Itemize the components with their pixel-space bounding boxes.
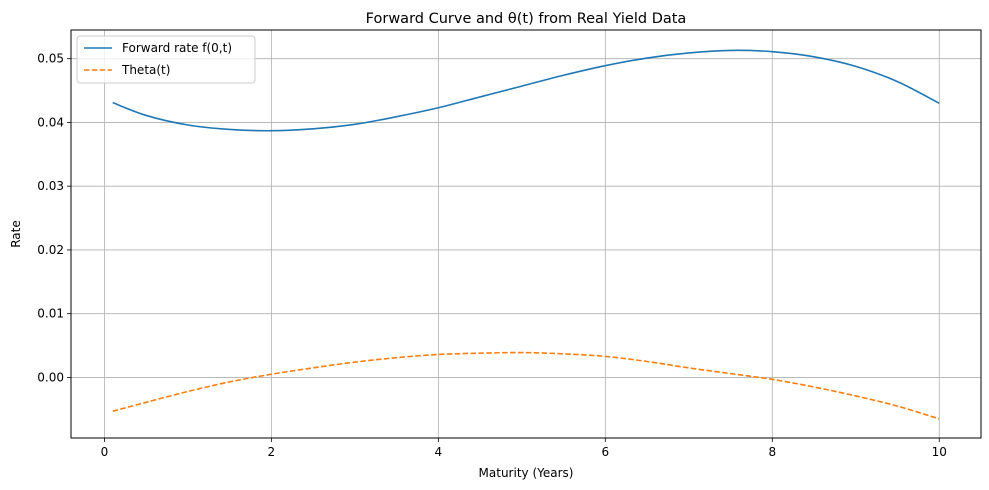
series-line-forward-rate (112, 49, 940, 132)
y-tick-label: 0.05 (37, 52, 64, 66)
x-axis-label: Maturity (Years) (479, 466, 574, 480)
legend-box (76, 35, 256, 84)
legend-label-theta: Theta(t) (121, 63, 170, 77)
x-tick-label: 0 (101, 445, 109, 459)
ticks: 0 2 4 6 8 10 0.00 0.01 0.02 0.03 0.04 0.05 (37, 52, 947, 459)
legend: Forward rate f(0,t) Theta(t) (76, 35, 256, 84)
series-layer (112, 49, 940, 420)
y-tick-label: 0.03 (37, 179, 64, 193)
x-tick-label: 6 (601, 445, 609, 459)
y-axis-label: Rate (9, 220, 23, 248)
y-tick-label: 0.01 (37, 307, 64, 321)
grid (71, 30, 981, 438)
y-tick-label: 0.00 (37, 370, 64, 384)
x-tick-label: 4 (435, 445, 443, 459)
x-tick-label: 10 (932, 445, 947, 459)
plot-frame (70, 29, 982, 439)
x-tick-label: 2 (268, 445, 276, 459)
series-line-theta (112, 351, 940, 420)
y-tick-label: 0.02 (37, 243, 64, 257)
chart-title: Forward Curve and θ(t) from Real Yield D… (366, 11, 687, 27)
plot-area (71, 30, 981, 438)
legend-label-forward-rate: Forward rate f(0,t) (122, 41, 232, 55)
y-tick-label: 0.04 (37, 115, 64, 129)
x-tick-label: 8 (768, 445, 776, 459)
